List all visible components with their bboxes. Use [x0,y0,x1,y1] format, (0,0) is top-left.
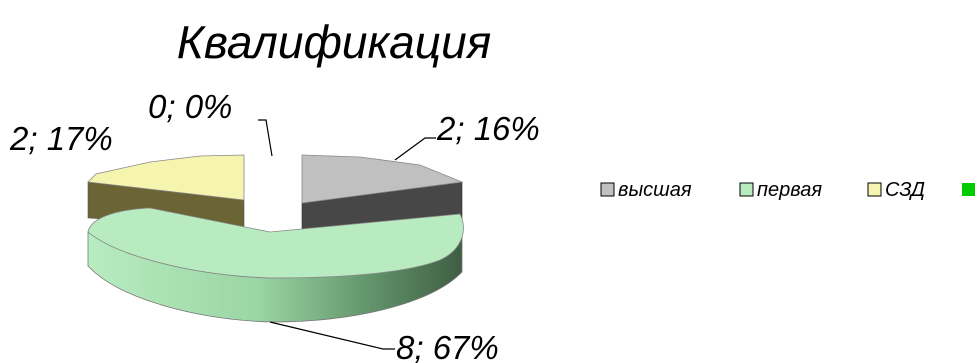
legend-swatch-other [962,183,975,196]
legend: высшая первая СЗД [600,179,975,201]
legend-label-vysshaya: высшая [618,179,692,201]
leader-line-vysshaya [394,137,436,161]
slice-szd-top [87,154,245,201]
legend-swatch-vysshaya [600,182,615,197]
slice-pervaya-top [87,207,464,279]
legend-swatch-pervaya [739,182,754,197]
data-label-vysshaya: 2; 16% [436,110,540,147]
leader-line-pervaya [269,321,395,350]
leader-line-zero [258,119,273,157]
data-label-zero: 0; 0% [148,88,232,125]
legend-swatch-szd [867,182,882,197]
chart-title: Квалификация [177,16,491,68]
data-label-szd: 2; 17% [9,120,113,157]
data-label-pervaya: 8; 67% [396,329,499,363]
legend-label-szd: СЗД [885,179,925,201]
legend-label-pervaya: первая [757,179,822,201]
slice-vysshaya-top [301,154,464,204]
